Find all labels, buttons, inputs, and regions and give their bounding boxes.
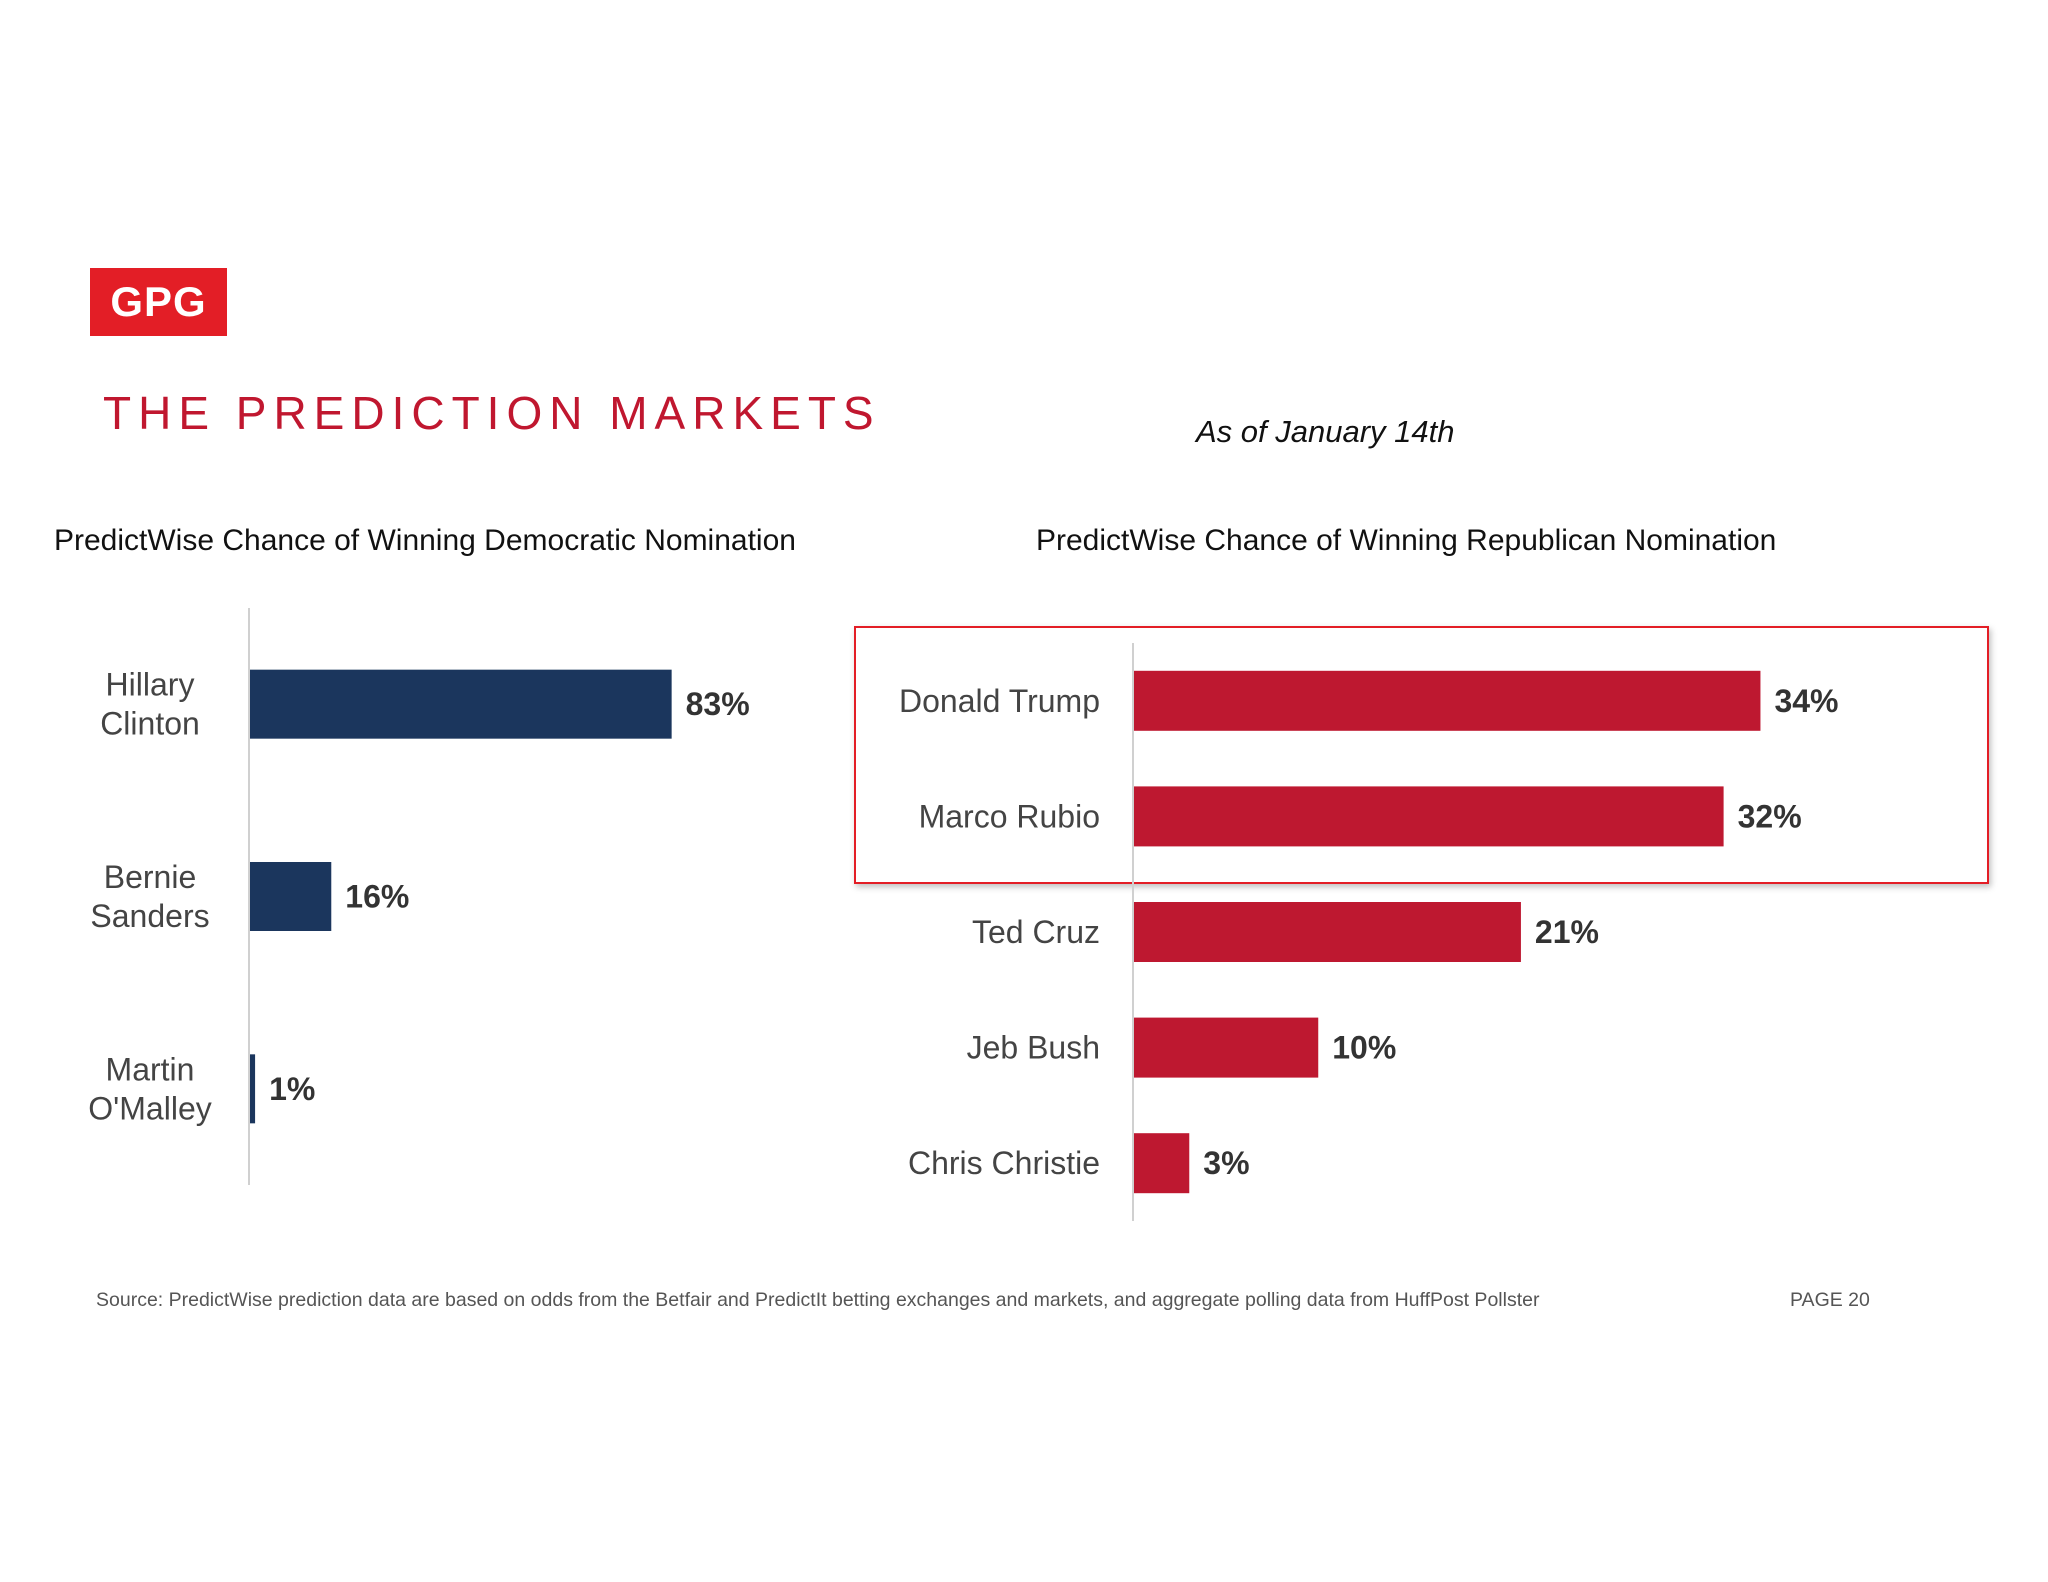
republican-bar [1134, 670, 1761, 731]
democratic-category-label: Clinton [100, 706, 200, 742]
republican-category-label: Ted Cruz [972, 914, 1100, 950]
democratic-bar [250, 862, 332, 931]
democratic-bar [250, 669, 672, 739]
republican-bar [1134, 786, 1724, 847]
republican-value-label: 21% [1535, 914, 1599, 950]
republican-bar [1134, 1133, 1190, 1194]
democratic-value-label: 1% [269, 1071, 315, 1107]
republican-value-label: 3% [1203, 1145, 1249, 1181]
republican-category-label: Marco Rubio [919, 798, 1100, 834]
democratic-value-label: 83% [686, 686, 750, 722]
page-number: PAGE 20 [1790, 1289, 1870, 1311]
page-title: THE PREDICTION MARKETS [103, 387, 881, 439]
democratic-category-label: O'Malley [88, 1090, 211, 1126]
as-of-date: As of January 14th [1196, 414, 1455, 449]
highlight-box [854, 626, 1989, 884]
republican-category-label: Jeb Bush [967, 1030, 1100, 1066]
republican-bar [1134, 902, 1521, 962]
republican-value-label: 34% [1774, 683, 1838, 719]
democratic-bar [250, 1054, 256, 1124]
republican-category-label: Donald Trump [899, 683, 1100, 719]
source-note: Source: PredictWise prediction data are … [96, 1289, 1540, 1311]
republican-category-label: Chris Christie [908, 1145, 1100, 1181]
republican-value-label: 10% [1332, 1030, 1396, 1066]
democratic-value-label: 16% [345, 879, 409, 915]
democratic-chart-title: PredictWise Chance of Winning Democratic… [54, 524, 796, 557]
gpg-logo: GPG [90, 268, 227, 336]
democratic-category-label: Sanders [90, 898, 209, 934]
republican-chart-title: PredictWise Chance of Winning Republican… [1036, 524, 1777, 557]
democratic-category-label: Martin [106, 1051, 195, 1087]
republican-value-label: 32% [1738, 798, 1802, 834]
democratic-category-label: Hillary [106, 667, 195, 703]
republican-nomination-chart: 34% Donald Trump 32% Marco Rubio 21% Ted Cruz… [899, 643, 1838, 1221]
republican-bar [1134, 1017, 1319, 1078]
democratic-category-label: Bernie [104, 859, 197, 895]
